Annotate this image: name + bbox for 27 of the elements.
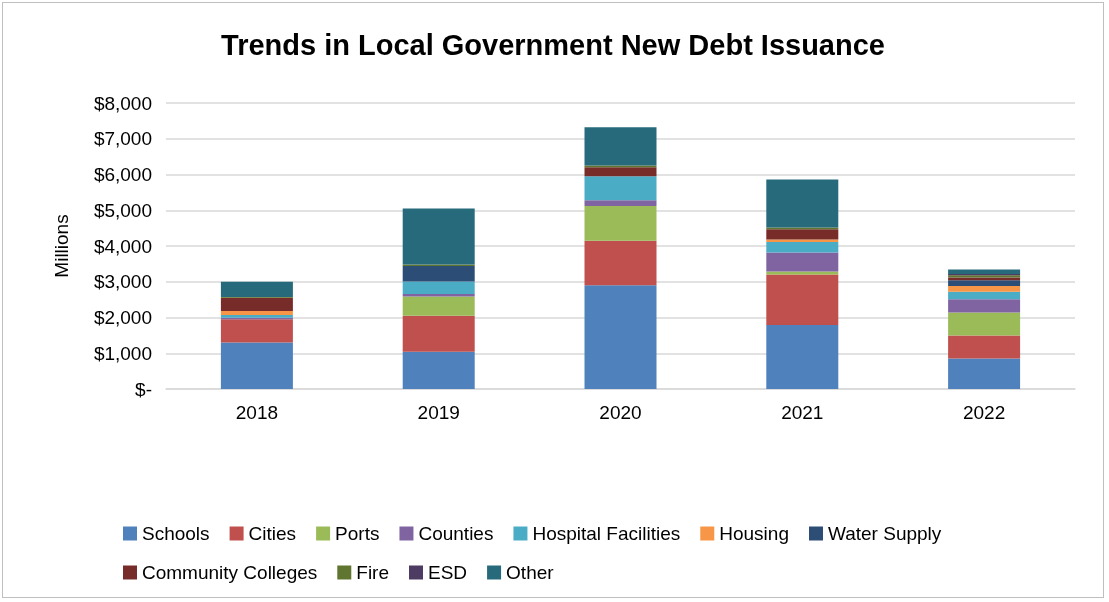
y-tick-label: $8,000 xyxy=(93,92,152,114)
x-tick-label: 2020 xyxy=(599,402,642,423)
legend-label: Hospital Facilities xyxy=(532,523,681,544)
y-tick-label: $7,000 xyxy=(93,128,152,150)
y-axis-title: Millions xyxy=(51,214,72,278)
x-tick-label: 2021 xyxy=(781,402,824,423)
legend-label: Ports xyxy=(335,523,380,544)
legend-label: ESD xyxy=(428,562,468,583)
legend-label: Housing xyxy=(719,523,789,544)
x-tick-label: 2018 xyxy=(235,402,279,423)
x-tick-label: 2022 xyxy=(962,402,1006,423)
legend-label: Cities xyxy=(248,523,297,544)
y-tick-label: $6,000 xyxy=(93,164,152,185)
legend-label: Water Supply xyxy=(827,523,942,544)
x-tick-label: 2019 xyxy=(417,402,460,423)
y-tick-label: $- xyxy=(135,378,152,400)
y-tick-label: $4,000 xyxy=(93,235,152,257)
legend-label: Fire xyxy=(356,562,390,583)
y-tick-label: $2,000 xyxy=(93,307,152,328)
legend-label: Community Colleges xyxy=(142,562,318,583)
y-tick-label: $1,000 xyxy=(93,342,152,364)
y-tick-label: $3,000 xyxy=(93,271,152,293)
legend-label: Other xyxy=(506,562,555,583)
y-tick-label: $5,000 xyxy=(93,199,152,221)
chart-title: Trends in Local Government New Debt Issuance xyxy=(221,28,885,61)
legend-label: Schools xyxy=(142,523,210,544)
legend-label: Counties xyxy=(418,523,494,544)
